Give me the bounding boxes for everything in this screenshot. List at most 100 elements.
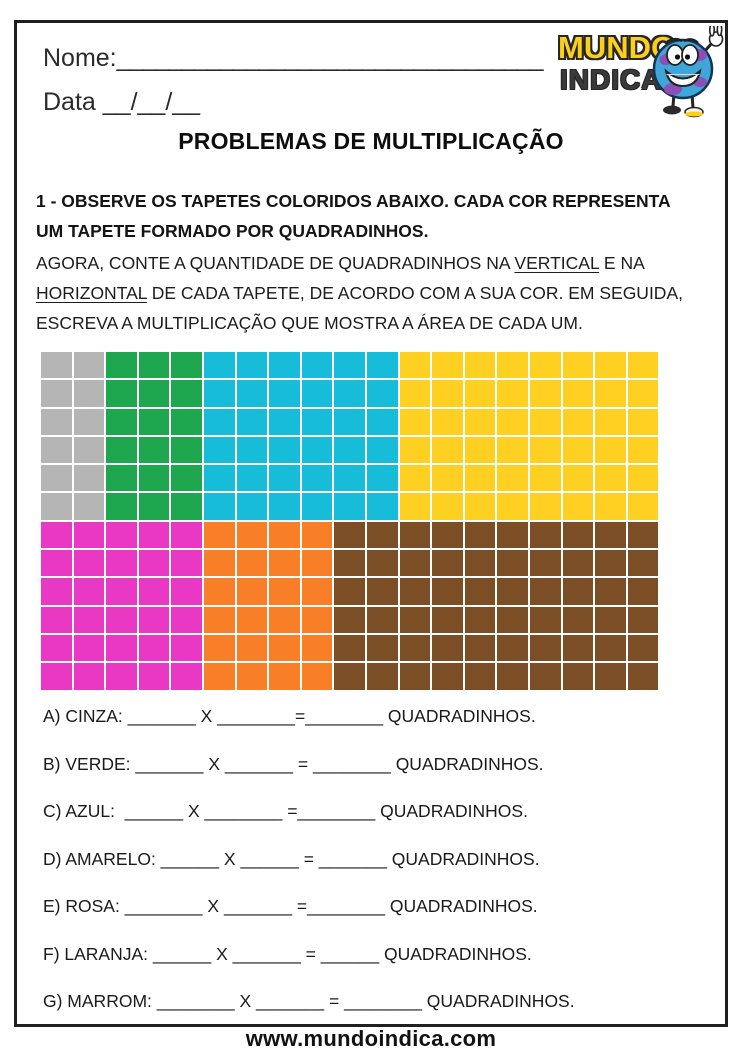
grid-cell-rosa xyxy=(41,634,72,662)
grid-cell-marrom xyxy=(627,606,659,633)
grid-cell-laranja xyxy=(203,634,235,662)
answer-line: E) ROSA: ________ X _______ =________ QU… xyxy=(43,896,538,916)
grid-cell-marrom xyxy=(464,578,496,605)
grid-cell-amarelo xyxy=(562,380,594,407)
globe-mascot-icon xyxy=(652,26,724,118)
grid-cell-azul xyxy=(334,493,365,520)
grid-cell-cinza xyxy=(73,408,105,435)
answer-line: F) LARANJA: ______ X _______ = ______ QU… xyxy=(43,943,532,964)
grid-cell-marrom xyxy=(595,663,626,690)
grid-cell-laranja xyxy=(203,578,235,605)
grid-cell-azul xyxy=(366,352,398,379)
grid-cell-azul xyxy=(269,380,300,407)
grid-cell-verde xyxy=(138,465,170,492)
grid-cell-amarelo xyxy=(497,352,528,379)
grid-cell-azul xyxy=(203,465,235,492)
grid-cell-azul xyxy=(269,408,300,435)
answer-line: D) AMARELO: ______ X ______ = _______ QU… xyxy=(43,848,540,869)
grid-cell-marrom xyxy=(399,663,431,690)
grid-cell-marrom xyxy=(334,634,365,662)
grid-cell-verde xyxy=(106,493,137,520)
footer-url: www.mundoindica.com xyxy=(245,1026,497,1050)
grid-cell-marrom xyxy=(497,634,528,662)
grid-cell-marrom xyxy=(334,606,365,633)
grid-cell-marrom xyxy=(595,521,626,549)
instruction-1: 1 - OBSERVE OS TAPETES COLORIDOS ABAIXO.… xyxy=(36,191,670,241)
carpet-grid xyxy=(41,352,659,690)
grid-cell-marrom xyxy=(627,634,659,662)
grid-cell-azul xyxy=(334,436,365,464)
grid-cell-marrom xyxy=(464,521,496,549)
grid-cell-marrom xyxy=(464,663,496,690)
grid-cell-marrom xyxy=(334,663,365,690)
grid-cell-verde xyxy=(171,493,202,520)
grid-cell-cinza xyxy=(73,352,105,379)
grid-cell-amarelo xyxy=(432,380,463,407)
grid-cell-amarelo xyxy=(497,465,528,492)
grid-cell-verde xyxy=(106,465,137,492)
instruction-text: E NA xyxy=(599,253,644,273)
grid-cell-marrom xyxy=(529,663,561,690)
grid-cell-azul xyxy=(269,436,300,464)
grid-cell-rosa xyxy=(171,663,202,690)
grid-cell-amarelo xyxy=(497,408,528,435)
answer-line: A) CINZA: _______ X ________=________ QU… xyxy=(43,706,536,726)
grid-cell-rosa xyxy=(171,634,202,662)
grid-cell-marrom xyxy=(399,606,431,633)
grid-cell-marrom xyxy=(399,550,431,577)
grid-cell-azul xyxy=(236,465,268,492)
grid-cell-verde xyxy=(171,436,202,464)
grid-cell-verde xyxy=(138,408,170,435)
grid-cell-amarelo xyxy=(497,436,528,464)
grid-cell-verde xyxy=(138,436,170,464)
grid-cell-marrom xyxy=(529,606,561,633)
grid-cell-azul xyxy=(301,352,333,379)
grid-cell-amarelo xyxy=(464,436,496,464)
grid-cell-rosa xyxy=(73,521,105,549)
grid-cell-marrom xyxy=(627,578,659,605)
grid-cell-marrom xyxy=(334,550,365,577)
grid-cell-marrom xyxy=(366,634,398,662)
grid-cell-azul xyxy=(236,493,268,520)
grid-cell-amarelo xyxy=(432,465,463,492)
grid-cell-marrom xyxy=(366,578,398,605)
grid-cell-amarelo xyxy=(464,465,496,492)
grid-cell-marrom xyxy=(595,578,626,605)
grid-cell-amarelo xyxy=(529,493,561,520)
grid-cell-verde xyxy=(138,493,170,520)
grid-cell-marrom xyxy=(562,578,594,605)
grid-cell-cinza xyxy=(73,436,105,464)
grid-cell-marrom xyxy=(529,634,561,662)
grid-cell-marrom xyxy=(497,578,528,605)
grid-cell-rosa xyxy=(73,663,105,690)
grid-cell-verde xyxy=(171,352,202,379)
underlined-term: VERTICAL xyxy=(514,253,600,273)
grid-cell-laranja xyxy=(269,634,300,662)
grid-cell-azul xyxy=(301,493,333,520)
grid-cell-amarelo xyxy=(562,408,594,435)
grid-cell-azul xyxy=(366,436,398,464)
grid-cell-amarelo xyxy=(432,352,463,379)
grid-cell-amarelo xyxy=(595,436,626,464)
grid-cell-azul xyxy=(301,465,333,492)
grid-cell-laranja xyxy=(269,606,300,633)
grid-cell-laranja xyxy=(203,521,235,549)
page-border xyxy=(14,20,728,1027)
grid-cell-amarelo xyxy=(529,465,561,492)
grid-cell-marrom xyxy=(529,521,561,549)
grid-cell-marrom xyxy=(627,550,659,577)
grid-cell-rosa xyxy=(73,606,105,633)
grid-cell-amarelo xyxy=(464,352,496,379)
grid-cell-rosa xyxy=(41,578,72,605)
grid-cell-cinza xyxy=(41,408,72,435)
grid-cell-amarelo xyxy=(595,380,626,407)
grid-cell-marrom xyxy=(562,663,594,690)
grid-cell-verde xyxy=(138,380,170,407)
grid-cell-cinza xyxy=(41,352,72,379)
grid-cell-amarelo xyxy=(627,436,659,464)
grid-cell-cinza xyxy=(41,493,72,520)
answer-line: G) MARROM: ________ X _______ = ________… xyxy=(43,991,575,1011)
grid-cell-marrom xyxy=(497,550,528,577)
grid-cell-azul xyxy=(366,493,398,520)
grid-cell-amarelo xyxy=(497,493,528,520)
